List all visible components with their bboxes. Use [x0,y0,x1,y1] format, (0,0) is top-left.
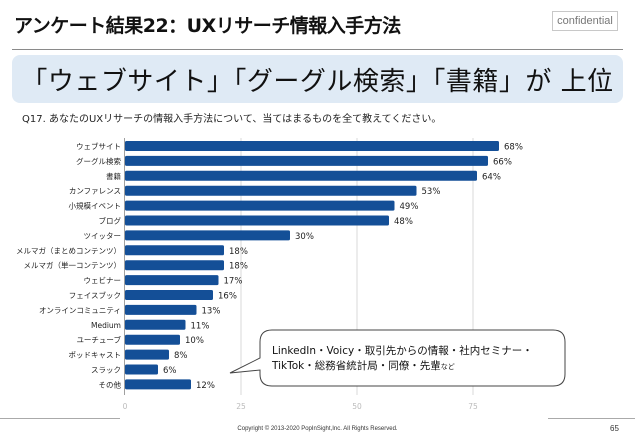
value-label: 12% [196,381,215,391]
callout-line-2-suffix: など [440,363,455,371]
x-tick-label: 25 [236,402,246,411]
headline-banner: 「ウェブサイト」「グーグル検索」「書籍」が 上位 [12,55,623,103]
category-label: フェイスブック [69,290,121,300]
survey-question: Q17. あなたのUXリサーチの情報入手方法について、当てはまるものを全て教えて… [22,114,442,125]
footer-rule-left [0,418,120,419]
category-label: メルマガ（単一コンテンツ） [24,260,122,270]
bar [125,155,488,166]
category-label: ブログ [99,216,122,226]
bar [125,185,417,196]
callout-line-2: TikTok・総務省統計局・同僚・先輩など [272,359,533,375]
value-label: 17% [224,277,243,287]
bar [125,245,224,256]
category-label: Medium [91,321,121,330]
value-label: 16% [218,292,237,302]
x-tick-label: 0 [123,402,128,411]
category-label: ユーチューブ [76,335,121,345]
callout-bubble [229,329,566,387]
bar [125,364,158,375]
category-label: その他 [99,379,122,389]
value-label: 18% [229,262,248,272]
bar [125,319,186,330]
category-label: メルマガ（まとめコンテンツ） [16,245,121,255]
value-label: 11% [191,321,210,331]
bar [125,379,191,390]
value-label: 13% [202,306,221,316]
bar [125,290,213,300]
headline-text: 「ウェブサイト」「グーグル検索」「書籍」が 上位 [21,66,614,97]
category-label: カンファレンス [69,187,121,196]
value-label: 8% [174,351,188,361]
bar [125,215,389,226]
footer-rule-right [548,418,635,419]
category-label: ツイッター [84,231,122,240]
bar [125,141,499,151]
value-label: 68% [504,143,523,153]
bar [125,170,477,181]
category-label: ポッドキャスト [69,351,122,360]
value-label: 30% [295,232,314,242]
bar [125,275,219,286]
value-label: 6% [163,366,177,376]
bar [125,349,169,360]
value-label: 49% [400,202,419,212]
value-label: 10% [185,336,204,346]
callout-text: LinkedIn・Voicy・取引先からの情報・社内セミナー・ TikTok・総… [272,344,533,375]
copyright-text: Copyright © 2013-2020 PopInSight,Inc. Al… [237,426,398,432]
category-label: 書籍 [106,171,121,181]
bar [125,230,290,241]
value-label: 48% [394,217,413,227]
category-label: ウェビナー [84,276,122,285]
callout-line-2-main: TikTok・総務省統計局・同僚・先輩 [272,360,441,372]
category-label: スラック [91,366,121,375]
x-tick-label: 75 [468,402,478,411]
value-label: 64% [482,172,501,182]
page-number: 65 [610,424,619,433]
category-label: ウェブサイト [76,141,121,151]
bar [125,304,197,315]
title-divider [12,49,623,50]
value-label: 18% [229,247,248,257]
bar [125,334,180,345]
category-label: 小規模イベント [69,201,122,211]
x-tick-label: 50 [352,402,362,411]
bar [125,260,224,271]
category-label: グーグル検索 [76,156,121,166]
page-title: アンケート結果22：UXリサーチ情報入手方法 [14,15,401,37]
bar [125,200,395,211]
confidential-badge: confidential [552,11,618,31]
value-label: 53% [422,187,441,197]
value-label: 66% [493,157,512,167]
category-label: オンラインコミュニティ [39,306,121,315]
callout-line-1: LinkedIn・Voicy・取引先からの情報・社内セミナー・ [272,345,533,357]
